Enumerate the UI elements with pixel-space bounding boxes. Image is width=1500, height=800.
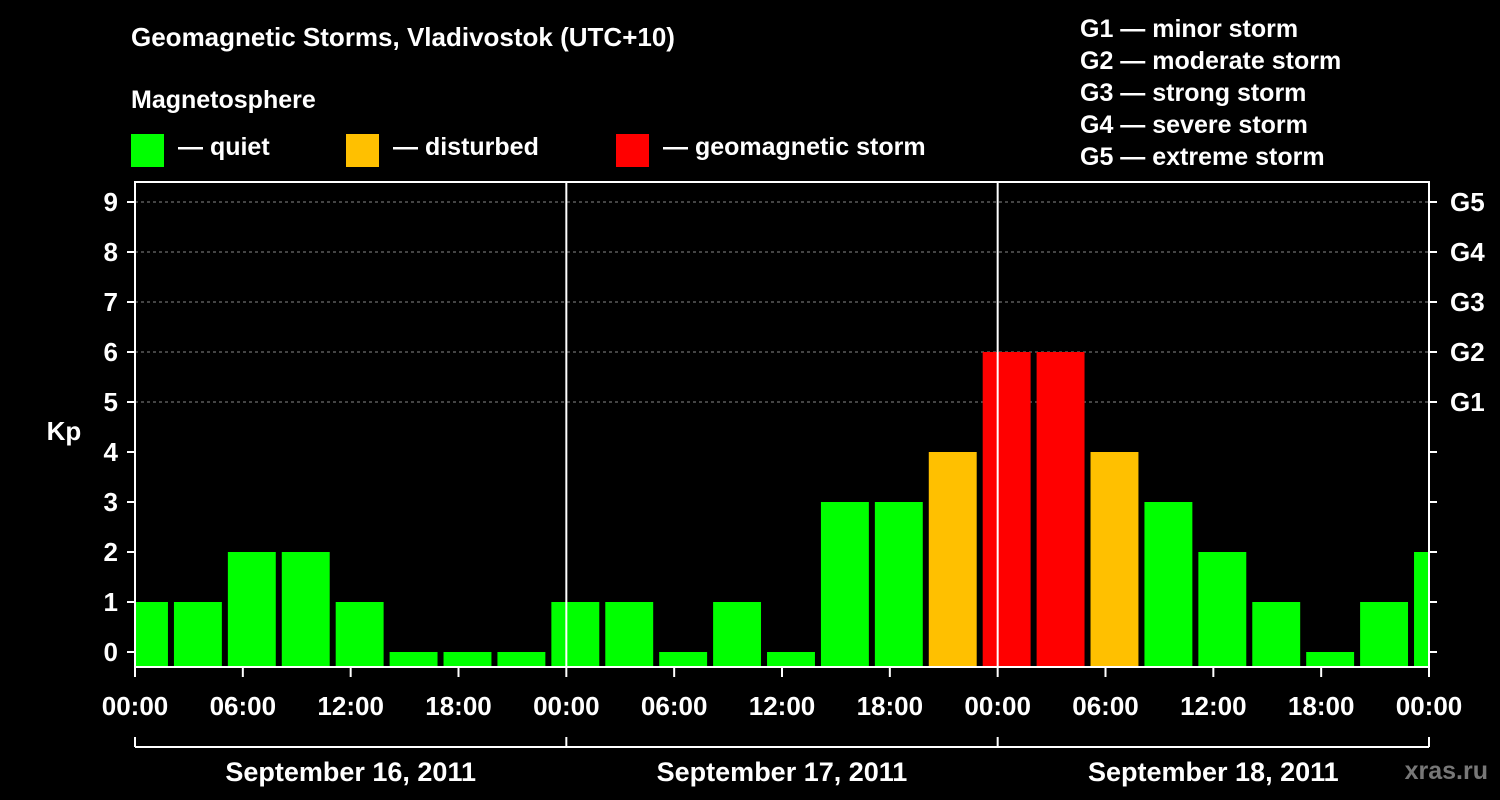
- legend-swatch-storm: [616, 134, 649, 167]
- y-tick-label: 8: [104, 237, 118, 267]
- kp-bar: [1198, 552, 1247, 667]
- date-label: September 16, 2011: [225, 757, 476, 787]
- y-tick-label: 2: [104, 537, 118, 567]
- gscale-item: G1 — minor storm: [1080, 15, 1299, 43]
- y-tick-label: 1: [104, 587, 118, 617]
- x-tick-label: 00:00: [1396, 691, 1463, 721]
- y-tick-label: 5: [104, 387, 118, 417]
- x-tick-label: 18:00: [1288, 691, 1355, 721]
- kp-bar: [982, 352, 1031, 667]
- y-tick-label: 4: [104, 437, 119, 467]
- chart-title: Geomagnetic Storms, Vladivostok (UTC+10): [131, 22, 675, 52]
- legend-swatch-quiet: [131, 134, 164, 167]
- kp-bar: [1144, 502, 1193, 667]
- legend-swatch-disturbed: [346, 134, 379, 167]
- x-tick-label: 12:00: [1180, 691, 1247, 721]
- legend-label-quiet: — quiet: [178, 133, 270, 161]
- kp-bar: [1360, 602, 1409, 667]
- kp-bar: [497, 652, 546, 667]
- kp-bar: [767, 652, 815, 667]
- x-tick-label: 12:00: [317, 691, 384, 721]
- g-level-label: G3: [1450, 287, 1485, 317]
- gscale-item: G2 — moderate storm: [1080, 47, 1342, 75]
- g-level-label: G5: [1450, 187, 1485, 217]
- x-tick-label: 00:00: [964, 691, 1031, 721]
- kp-bar: [281, 552, 330, 667]
- kp-bar: [551, 602, 600, 667]
- legend-label-disturbed: — disturbed: [393, 133, 539, 161]
- kp-bar: [1414, 552, 1428, 667]
- gscale-item: G5 — extreme storm: [1080, 143, 1325, 171]
- kp-bar: [605, 602, 654, 667]
- kp-bar: [1306, 652, 1355, 667]
- kp-bar: [1036, 352, 1085, 667]
- kp-bar: [928, 452, 977, 667]
- legend-heading: Magnetosphere: [131, 86, 316, 114]
- kp-bar: [659, 652, 708, 667]
- y-tick-label: 9: [104, 187, 118, 217]
- y-tick-label: 3: [104, 487, 118, 517]
- x-tick-label: 12:00: [749, 691, 816, 721]
- kp-bar: [874, 502, 923, 667]
- date-label: September 18, 2011: [1088, 757, 1339, 787]
- site-watermark: xras.ru: [1404, 757, 1488, 785]
- kp-bar: [389, 652, 438, 667]
- kp-bar: [820, 502, 869, 667]
- kp-bar: [443, 652, 492, 667]
- x-tick-label: 18:00: [857, 691, 924, 721]
- x-tick-label: 18:00: [425, 691, 492, 721]
- axis-labels: 0 1 2 3 4 5 6 7 8 9 G1 G2 G3 G4 G5 Kp 00:00 06:00 12:00 18:…: [47, 187, 1486, 787]
- kp-bar: [173, 602, 222, 667]
- gscale-item: G3 — strong storm: [1080, 79, 1307, 107]
- date-label: September 17, 2011: [657, 757, 908, 787]
- g-level-label: G1: [1450, 387, 1485, 417]
- x-tick-label: 06:00: [641, 691, 708, 721]
- x-tick-label: 06:00: [210, 691, 277, 721]
- kp-bar: [1252, 602, 1301, 667]
- g-level-label: G2: [1450, 337, 1485, 367]
- kp-bar: [1090, 452, 1139, 667]
- grid-lines: [135, 201, 1429, 403]
- kp-bar: [335, 602, 384, 667]
- y-tick-label: 7: [104, 287, 118, 317]
- y-tick-label: 0: [104, 637, 118, 667]
- bars: [136, 352, 1428, 667]
- kp-bar: [713, 602, 762, 667]
- gscale-item: G4 — severe storm: [1080, 111, 1308, 139]
- legend-label-storm: — geomagnetic storm: [663, 133, 926, 161]
- x-tick-label: 06:00: [1072, 691, 1139, 721]
- x-tick-label: 00:00: [102, 691, 169, 721]
- g-level-label: G4: [1450, 237, 1485, 267]
- y-axis-label: Kp: [47, 416, 82, 446]
- axes: [127, 181, 1437, 748]
- y-tick-label: 6: [104, 337, 118, 367]
- kp-bar: [227, 552, 276, 667]
- kp-bar: [136, 602, 168, 667]
- x-tick-label: 00:00: [533, 691, 600, 721]
